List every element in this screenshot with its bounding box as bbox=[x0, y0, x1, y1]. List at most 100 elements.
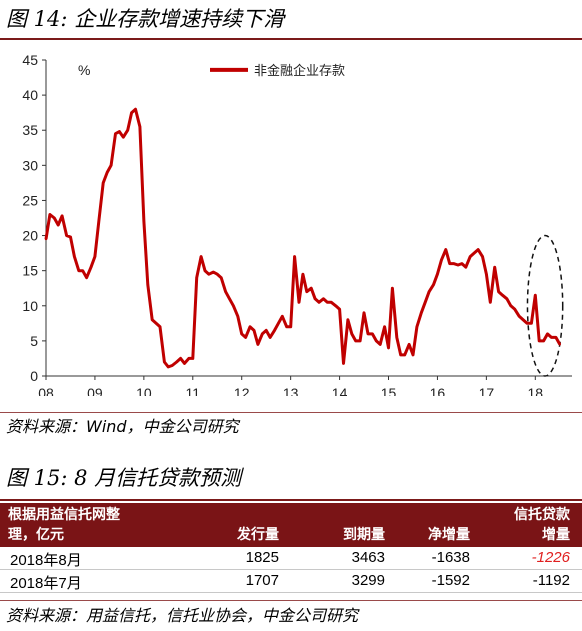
data-point bbox=[53, 216, 56, 220]
data-point bbox=[558, 343, 561, 346]
data-point bbox=[224, 290, 227, 293]
header-source-line2: 理，亿元 bbox=[8, 527, 64, 543]
data-point bbox=[57, 223, 60, 227]
header-trust-loan-line2: 增量 bbox=[542, 527, 570, 543]
data-point bbox=[179, 357, 182, 360]
cell-period: 2018年7月 bbox=[10, 575, 82, 592]
data-point bbox=[342, 362, 345, 365]
data-point bbox=[371, 332, 374, 336]
data-point bbox=[354, 339, 357, 343]
figure-15-bottom-rule bbox=[0, 600, 582, 601]
figure-14-source: 资料来源：Wind，中金公司研究 bbox=[6, 417, 239, 436]
figure-15-title-rule bbox=[0, 499, 582, 501]
data-point bbox=[175, 360, 178, 364]
data-point bbox=[420, 311, 423, 314]
figure-14-bottom-rule bbox=[0, 412, 582, 413]
data-point bbox=[48, 213, 52, 216]
data-point bbox=[505, 297, 509, 300]
data-point bbox=[399, 353, 402, 357]
data-point bbox=[77, 269, 81, 272]
table-header: 根据用益信托网整 理，亿元 发行量 到期量 净增量 信托贷款 增量 bbox=[0, 503, 582, 547]
data-point bbox=[346, 318, 350, 321]
y-tick-label: 15 bbox=[22, 263, 38, 279]
figure-14-title-rule bbox=[0, 38, 582, 40]
data-point bbox=[73, 255, 76, 258]
data-point bbox=[366, 332, 370, 336]
data-point bbox=[448, 262, 451, 265]
data-point bbox=[513, 308, 516, 311]
data-point bbox=[232, 304, 235, 307]
data-point bbox=[334, 304, 337, 307]
data-point bbox=[440, 258, 443, 262]
data-point bbox=[154, 322, 158, 325]
data-point bbox=[65, 234, 68, 237]
data-point bbox=[228, 297, 231, 300]
x-tick-label: 10 bbox=[136, 385, 152, 396]
data-point bbox=[411, 353, 415, 357]
data-point bbox=[89, 266, 93, 269]
series-line bbox=[44, 107, 562, 369]
data-point bbox=[338, 308, 341, 311]
data-point bbox=[81, 269, 84, 272]
y-tick-label: 5 bbox=[30, 333, 38, 349]
table-row: 2018年7月 1707 3299 -1592 -1192 bbox=[0, 570, 582, 593]
table-row: 2018年8月 1825 3463 -1638 -1226 bbox=[0, 547, 582, 570]
x-tick-label: 15 bbox=[381, 385, 397, 396]
data-point bbox=[44, 237, 48, 241]
header-issued: 发行量 bbox=[237, 527, 279, 543]
data-point bbox=[358, 339, 362, 343]
cell-maturing: 3299 bbox=[351, 572, 385, 589]
data-point bbox=[248, 325, 252, 328]
data-point bbox=[85, 276, 88, 279]
data-point bbox=[403, 353, 406, 357]
data-point bbox=[122, 136, 125, 139]
header-source-line1: 根据用益信托网整 bbox=[8, 507, 120, 523]
data-point bbox=[142, 220, 146, 223]
data-point bbox=[375, 339, 378, 343]
data-point bbox=[550, 336, 553, 339]
data-point bbox=[460, 262, 464, 265]
data-point bbox=[203, 269, 207, 272]
cell-net: -1638 bbox=[431, 549, 470, 566]
y-tick-label: 40 bbox=[22, 87, 38, 103]
data-point bbox=[236, 315, 239, 318]
x-tick-label: 14 bbox=[332, 385, 348, 396]
data-point bbox=[187, 357, 191, 360]
data-point bbox=[472, 251, 476, 255]
data-point bbox=[330, 301, 333, 304]
data-point bbox=[326, 301, 329, 304]
y-tick-label: 30 bbox=[22, 157, 38, 173]
cell-maturing: 3463 bbox=[351, 549, 385, 566]
data-point bbox=[469, 255, 472, 258]
data-point bbox=[281, 315, 284, 318]
data-point bbox=[489, 301, 492, 304]
y-tick-label: 20 bbox=[22, 228, 38, 244]
data-point bbox=[171, 364, 174, 367]
x-tick-label: 08 bbox=[38, 385, 54, 396]
data-point bbox=[199, 255, 203, 258]
y-tick-label: 25 bbox=[22, 192, 38, 208]
data-point bbox=[138, 125, 142, 128]
data-point bbox=[207, 273, 211, 276]
data-point bbox=[317, 301, 321, 304]
data-point bbox=[424, 301, 427, 304]
data-point bbox=[297, 301, 301, 304]
data-point bbox=[256, 343, 260, 346]
data-point bbox=[383, 325, 386, 328]
cell-issued: 1825 bbox=[245, 549, 279, 566]
data-point bbox=[216, 273, 219, 276]
data-point bbox=[362, 311, 366, 314]
cell-trust-loan-forecast: -1226 bbox=[531, 549, 570, 566]
data-point bbox=[456, 263, 460, 267]
data-point bbox=[301, 273, 305, 276]
data-point bbox=[134, 108, 137, 111]
chart-legend: 非金融企业存款 bbox=[210, 63, 345, 79]
y-tick-label: 35 bbox=[22, 122, 38, 138]
data-point bbox=[268, 336, 272, 339]
data-point bbox=[501, 294, 504, 297]
data-point bbox=[427, 290, 431, 293]
data-point bbox=[310, 287, 313, 290]
cell-trust-loan: -1192 bbox=[532, 572, 570, 589]
y-tick-label: 0 bbox=[30, 368, 38, 384]
data-point bbox=[109, 164, 113, 167]
